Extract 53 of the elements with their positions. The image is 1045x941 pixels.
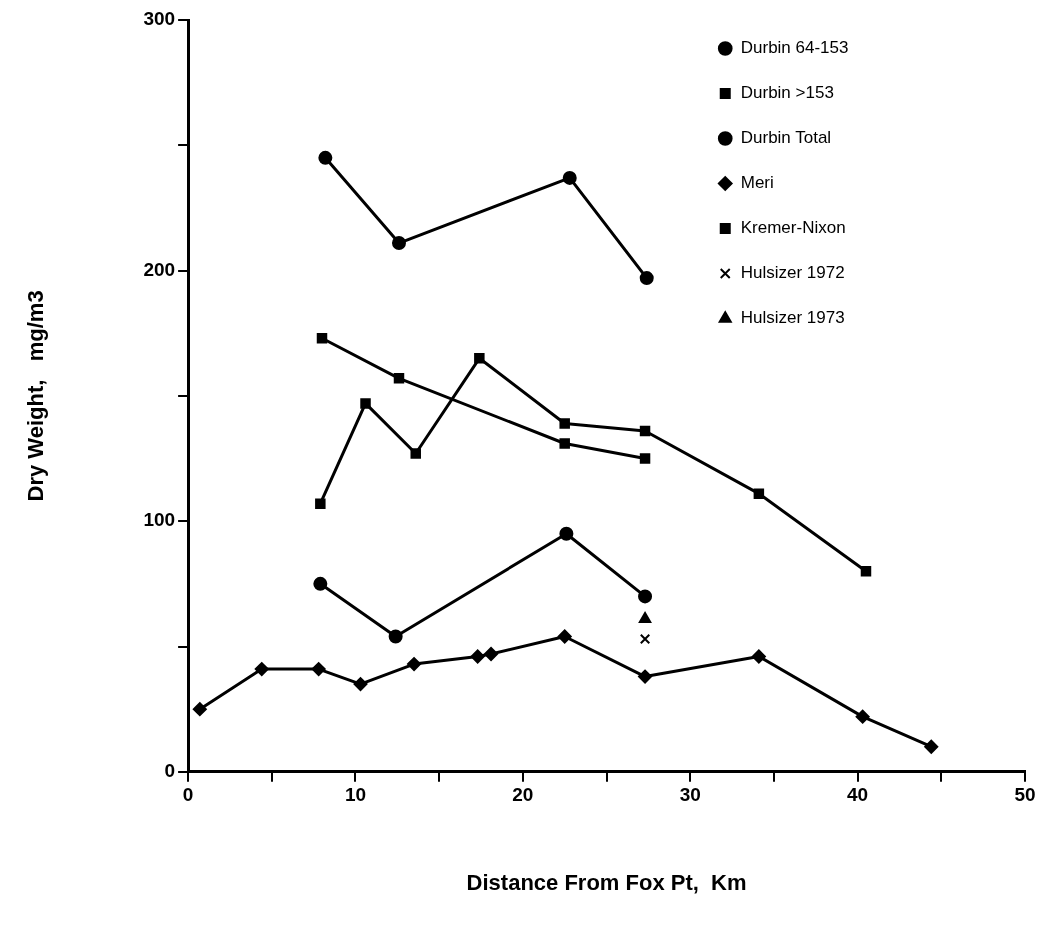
legend-label: Meri bbox=[740, 173, 774, 193]
point bbox=[192, 702, 207, 717]
point bbox=[751, 649, 766, 664]
point bbox=[562, 170, 577, 185]
point bbox=[353, 677, 368, 692]
x-tick-label: 10 bbox=[344, 784, 367, 806]
y-axis-title: Dry Weight, mg/m3 bbox=[23, 290, 49, 502]
point bbox=[559, 438, 570, 449]
point bbox=[557, 629, 572, 644]
point bbox=[313, 576, 328, 591]
point bbox=[470, 649, 485, 664]
point bbox=[318, 150, 333, 165]
point bbox=[639, 453, 651, 464]
legend-label: Hulsizer 1973 bbox=[740, 308, 845, 328]
point bbox=[855, 709, 870, 724]
point bbox=[311, 662, 326, 677]
point bbox=[393, 373, 405, 384]
y-tick-label: 0 bbox=[164, 760, 176, 782]
x-tick-label: 0 bbox=[182, 784, 194, 806]
point bbox=[484, 647, 499, 662]
y-tick-label: 300 bbox=[143, 8, 176, 30]
point bbox=[639, 271, 654, 286]
legend-label: Durbin >153 bbox=[740, 83, 834, 103]
point bbox=[638, 589, 653, 604]
legend-label: Kremer-Nixon bbox=[740, 218, 846, 238]
point bbox=[315, 498, 326, 509]
point bbox=[638, 669, 653, 684]
point bbox=[924, 739, 939, 754]
point bbox=[559, 526, 574, 541]
point bbox=[639, 425, 651, 437]
x-tick-label: 20 bbox=[512, 784, 534, 806]
point bbox=[753, 488, 765, 499]
x-tick-label: 30 bbox=[679, 784, 701, 806]
point bbox=[559, 418, 570, 429]
legend-label: Hulsizer 1972 bbox=[740, 263, 845, 283]
legend-label: Durbin 64-153 bbox=[740, 38, 849, 58]
point bbox=[638, 611, 652, 623]
point bbox=[860, 566, 872, 577]
point bbox=[474, 353, 485, 364]
legend-label: Durbin Total bbox=[740, 128, 832, 148]
x-tick-label: 40 bbox=[847, 784, 869, 806]
point bbox=[410, 448, 421, 459]
point bbox=[360, 398, 371, 409]
point bbox=[407, 657, 422, 672]
point bbox=[316, 333, 328, 344]
point bbox=[639, 633, 651, 645]
x-tick-label: 50 bbox=[1014, 784, 1036, 806]
point bbox=[392, 236, 406, 251]
point bbox=[254, 662, 269, 677]
point bbox=[388, 629, 403, 644]
x-axis-title: Distance From Fox Pt, Km bbox=[466, 869, 747, 895]
y-tick-label: 200 bbox=[143, 258, 176, 280]
y-tick-label: 100 bbox=[143, 509, 176, 531]
